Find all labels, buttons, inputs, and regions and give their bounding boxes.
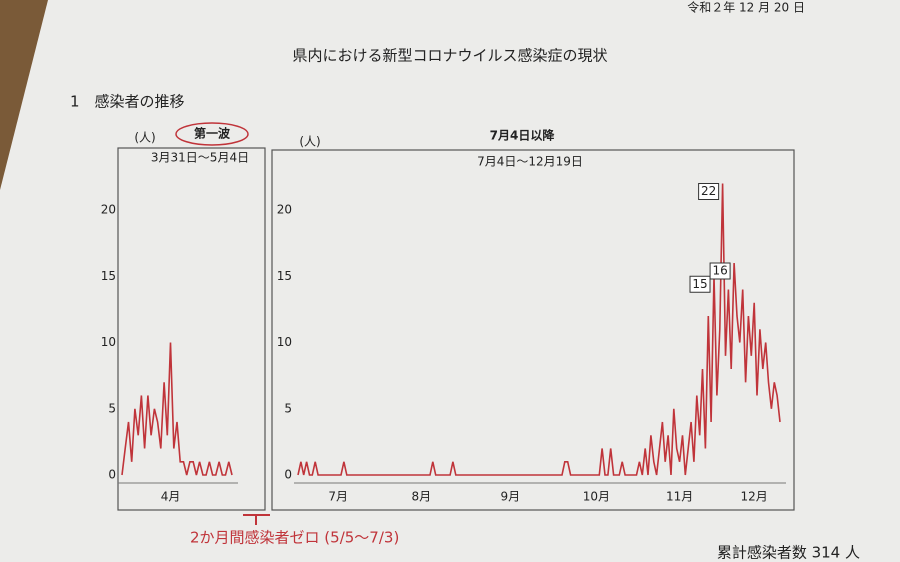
zero-note: 2か月間感染者ゼロ (5/5～7/3) xyxy=(190,529,399,547)
value-label-box xyxy=(689,275,711,293)
value-label-box xyxy=(698,183,720,200)
value-label: 15 xyxy=(692,277,707,291)
x-tick-label: 4月 xyxy=(161,490,181,504)
title-circle xyxy=(175,122,249,146)
y-tick-label: 0 xyxy=(108,468,116,482)
y-tick-label: 20 xyxy=(277,203,292,217)
x-tick-label: 7月 xyxy=(328,490,348,504)
document-title: 県内における新型コロナウイルス感染症の現状 xyxy=(292,47,607,65)
x-tick-label: 10月 xyxy=(583,490,610,504)
x-tick-label: 11月 xyxy=(666,490,693,504)
section-heading: 1 感染者の推移 xyxy=(70,93,185,111)
chart-frame xyxy=(117,147,266,511)
x-tick-label: 8月 xyxy=(412,490,432,504)
y-tick-label: 0 xyxy=(284,468,292,482)
y-tick-label: 5 xyxy=(108,401,116,415)
x-tick-label: 12月 xyxy=(741,490,768,504)
y-tick-label: 5 xyxy=(284,401,292,415)
x-tick-label: 9月 xyxy=(500,490,520,504)
y-tick-label: 10 xyxy=(101,335,116,349)
y-axis-label: (人) xyxy=(299,135,320,149)
value-label: 16 xyxy=(712,264,727,278)
y-tick-label: 10 xyxy=(277,335,292,349)
y-tick-label: 15 xyxy=(101,269,116,283)
y-axis-label: (人) xyxy=(134,131,155,145)
y-tick-label: 20 xyxy=(101,203,116,217)
chart-title: 第一波 xyxy=(194,126,231,141)
chart-frame xyxy=(271,149,795,511)
subtitle: 7月4日～12月19日 xyxy=(477,155,583,169)
date: 令和２年 12 月 20 日 xyxy=(687,0,805,15)
total-count: 累計感染者数 314 人 xyxy=(717,544,860,562)
value-label: 22 xyxy=(701,184,716,198)
chart-title: 7月4日以降 xyxy=(490,128,556,143)
y-tick-label: 15 xyxy=(277,269,292,283)
subtitle: 3月31日～5月4日 xyxy=(151,151,249,165)
data-line xyxy=(297,183,781,476)
data-line xyxy=(121,342,233,476)
value-label-box xyxy=(709,262,731,280)
